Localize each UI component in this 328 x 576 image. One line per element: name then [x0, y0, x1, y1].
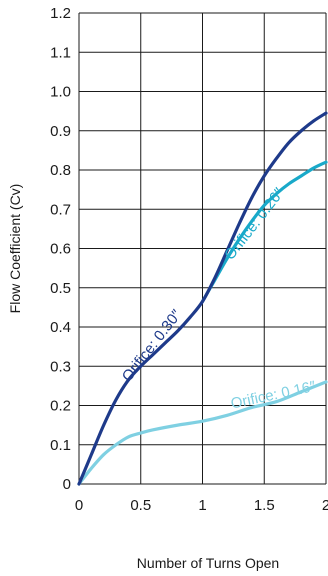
- x-tick-label: 1: [198, 497, 206, 514]
- y-tick-label: 0.9: [50, 123, 71, 140]
- series-lines: [77, 111, 328, 486]
- series-orifice-030-line: [77, 111, 328, 486]
- grid: [78, 12, 327, 485]
- label-orifice-016: Orifice: 0.16″: [229, 378, 318, 413]
- x-tick-label: 0.5: [130, 497, 151, 514]
- x-tick-label: 1.5: [254, 497, 275, 514]
- y-tick-label: 0: [63, 476, 71, 493]
- y-tick-label: 0.1: [50, 437, 71, 454]
- x-tick-label: 0: [75, 497, 83, 514]
- x-tick-label: 2: [322, 497, 328, 514]
- label-orifice-030: Orifice: 0.30″: [119, 306, 186, 385]
- x-axis-title: Number of Turns Open: [137, 555, 279, 571]
- label-orifice-026: Orifice: 0.26″: [221, 184, 288, 263]
- y-tick-label: 0.8: [50, 162, 71, 179]
- y-tick-label: 0.5: [50, 280, 71, 297]
- y-tick-label: 1.1: [50, 44, 71, 61]
- y-tick-label: 0.3: [50, 358, 71, 375]
- series-orifice-026-line: [200, 160, 328, 304]
- x-axis-ticks: 0 0.5 1 1.5 2: [75, 497, 328, 514]
- series-orifice-016-line: [77, 380, 328, 486]
- y-tick-label: 0.7: [50, 201, 71, 218]
- y-tick-label: 0.6: [50, 241, 71, 258]
- y-tick-label: 0.2: [50, 398, 71, 415]
- y-axis-title: Flow Coefficient (Cv): [7, 184, 23, 314]
- series-labels: Orifice: 0.30″ Orifice: 0.26″ Orifice: 0.1…: [119, 184, 318, 412]
- y-tick-label: 1.2: [50, 5, 71, 22]
- y-tick-label: 0.4: [50, 319, 71, 336]
- y-tick-label: 1.0: [50, 84, 71, 101]
- y-axis-ticks: 0 0.1 0.2 0.3 0.4 0.5 0.6 0.7 0.8 0.9 1.0 1.1 1.2: [50, 5, 71, 493]
